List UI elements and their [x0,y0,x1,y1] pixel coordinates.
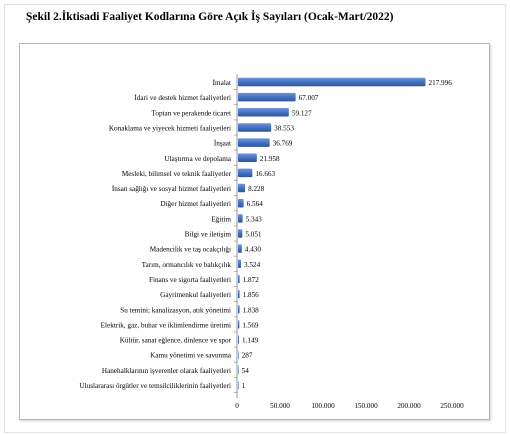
bar [238,198,244,208]
data-label: 5.343 [246,215,263,223]
category-label: Elektrik, gaz, buhar ve iklimlendirme ür… [101,321,231,329]
bar [238,229,243,238]
bar [238,92,296,102]
data-label: 1.838 [243,306,260,314]
x-tick-label: 100.000 [311,402,335,410]
category-label: Eğitim [211,215,231,223]
x-tick-label: 250.000 [440,402,464,410]
data-label: 217.996 [428,79,452,87]
bar [238,183,246,193]
category-label: Diğer hizmet faaliyetleri [160,200,231,208]
category-label: Kültür, sanat eğlence, dinlence ve spor [120,337,232,345]
bar [238,77,426,87]
category-label: İdari ve destek hizmet faaliyetleri [134,93,231,102]
data-label: 59.127 [292,109,312,117]
bar [238,350,239,359]
data-label: 21.958 [260,155,280,163]
bar [238,138,270,147]
bar [238,244,242,253]
category-label: Hanehalklarının işverenler olarak faaliy… [102,367,231,375]
category-label: Bilgi ve iletişim [185,231,232,239]
data-label: 1.856 [243,291,260,299]
category-label: Mesleki, bilimsel ve teknik faaliyetler [122,170,232,178]
data-label: 54 [242,367,250,375]
bar [238,289,240,299]
data-label: 6.564 [247,200,264,208]
bar [238,335,239,344]
category-label: Tarım, ormancılık ve balıkçılık [142,261,232,269]
bar [238,123,272,132]
data-label: 5.051 [245,231,262,239]
category-label: Uluslararası örgütler ve temsilcilikleri… [79,382,231,390]
bar [238,365,239,375]
bar [238,305,240,314]
bar [238,320,240,329]
category-label: İmalat [213,78,231,87]
category-label: İnsan sağlığı ve sosyal hizmet faaliyetl… [112,184,231,193]
bar [238,108,289,117]
x-tick-label: 150.000 [354,402,378,410]
data-label: 36.769 [273,140,293,148]
data-label: 1.872 [243,276,260,284]
data-label: 8.228 [248,185,265,193]
category-label: Gayrimenkul faaliyetleri [160,291,231,299]
category-label: Finans ve sigorta faaliyetleri [149,276,231,284]
category-label: Ulaştırma ve depolama [164,155,231,163]
category-label: İnşaat [214,139,231,148]
data-label: 38.553 [274,124,294,132]
category-label: Kamu yönetimi ve savunma [150,352,232,360]
category-label: Toptan ve perakende ticaret [151,109,231,117]
chart-title: Şekil 2.İktisadi Faaliyet Kodlarına Göre… [26,11,394,23]
x-tick-label: 200.000 [397,402,421,410]
category-label: Konaklama ve yiyecek hizmeti faaliyetler… [109,124,231,132]
data-label: 16.663 [255,170,275,178]
bar [238,259,242,269]
data-label: 1 [242,382,246,390]
x-tick-label: 50.000 [270,402,290,410]
bar [238,274,240,284]
data-label: 287 [242,352,253,360]
data-label: 1.149 [242,337,259,345]
bar [238,214,243,223]
data-label: 1.569 [242,321,259,329]
category-label: Su temini; kanalizasyon, atık yönetimi [120,306,231,314]
data-label: 3.524 [244,261,261,269]
bar [238,153,257,162]
data-label: 4.430 [245,246,262,254]
bar [238,380,239,390]
bar [238,168,253,178]
category-label: Madencilik ve taş ocakçılığı [150,246,231,254]
x-tick-label: 0 [235,402,239,410]
figure-outer-border [4,4,506,433]
chart-frame [19,43,490,420]
data-label: 67.007 [299,94,319,102]
